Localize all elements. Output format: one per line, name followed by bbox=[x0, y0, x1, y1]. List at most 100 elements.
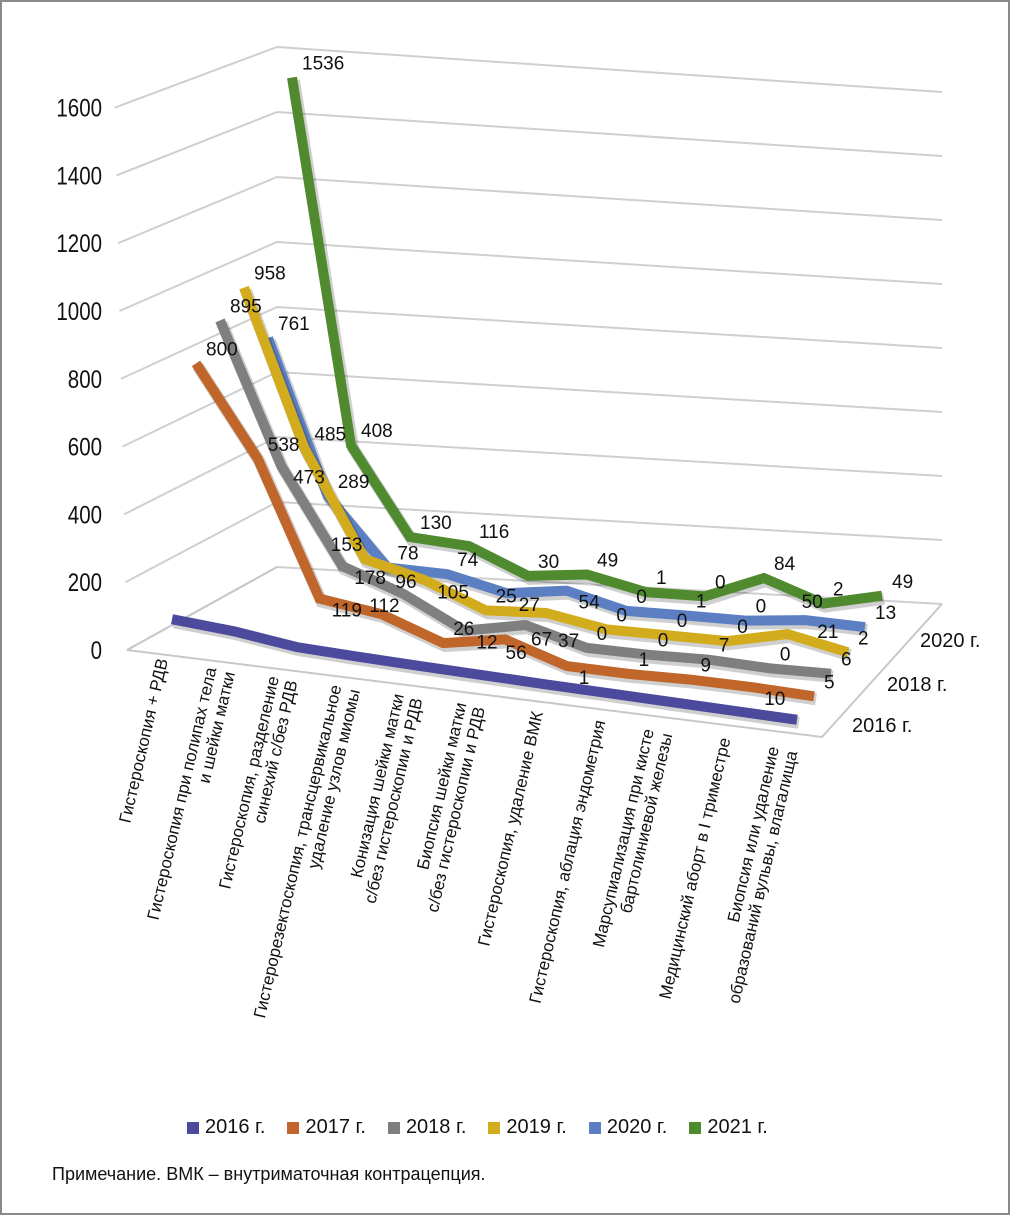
data-label: 0 bbox=[616, 605, 627, 626]
y-tick-label: 400 bbox=[68, 500, 102, 528]
legend-label: 2017 г. bbox=[305, 1116, 366, 1138]
data-label: 958 bbox=[254, 264, 286, 285]
data-label: 9 bbox=[700, 656, 711, 677]
depth-axis-label: 2016 г. bbox=[852, 715, 912, 737]
x-category-label: Марсупиализация при кистебартолиниевой ж… bbox=[589, 727, 676, 953]
gridline bbox=[119, 240, 943, 312]
legend-item: 2017 г. bbox=[287, 1116, 366, 1139]
legend-item: 2021 г. bbox=[689, 1116, 768, 1139]
x-category-label: Гистероскопия + РДВ bbox=[116, 657, 172, 825]
series-line-2016 г. bbox=[171, 614, 798, 725]
data-label: 50 bbox=[802, 592, 823, 613]
x-category-label-line: Медицинский аборт в I триместре bbox=[656, 736, 735, 1001]
data-label: 130 bbox=[420, 513, 452, 534]
data-label: 0 bbox=[780, 644, 791, 665]
data-label: 153 bbox=[331, 535, 363, 556]
data-label: 473 bbox=[293, 468, 325, 489]
legend-item: 2016 г. bbox=[187, 1116, 265, 1139]
data-label: 1 bbox=[656, 568, 667, 589]
data-label: 74 bbox=[457, 550, 479, 571]
depth-axis-label: 2018 г. bbox=[887, 674, 947, 696]
y-tick-label: 1000 bbox=[56, 297, 102, 325]
data-label: 10 bbox=[764, 689, 785, 710]
data-label: 49 bbox=[892, 572, 913, 593]
x-category-label: Медицинский аборт в I триместре bbox=[656, 736, 735, 1001]
footnote: Примечание. ВМК – внутриматочная контрац… bbox=[52, 1164, 486, 1184]
legend-label: 2021 г. bbox=[707, 1116, 768, 1138]
data-label: 2 bbox=[858, 628, 869, 649]
y-tick-label: 200 bbox=[68, 568, 102, 596]
data-label: 12 bbox=[476, 633, 497, 654]
gridline bbox=[117, 175, 943, 245]
data-label: 37 bbox=[558, 631, 579, 652]
series-line-2020 г. bbox=[263, 336, 866, 633]
data-label: 27 bbox=[519, 595, 540, 616]
data-label: 0 bbox=[677, 611, 688, 632]
data-label: 67 bbox=[531, 629, 552, 650]
data-label: 1 bbox=[696, 591, 707, 612]
legend-swatch bbox=[287, 1121, 300, 1134]
y-tick-label: 1200 bbox=[56, 229, 102, 257]
floor-edge bbox=[126, 603, 943, 739]
legend-item: 2018 г. bbox=[387, 1116, 466, 1139]
series-line-2019 г. bbox=[239, 285, 850, 658]
gridline bbox=[120, 305, 943, 380]
data-label: 7 bbox=[719, 636, 730, 657]
data-label: 54 bbox=[579, 593, 601, 614]
series-line-2017 г. bbox=[191, 360, 815, 702]
floor-edge bbox=[126, 566, 278, 651]
x-category-label-line: Гистероскопия + РДВ bbox=[116, 657, 172, 825]
data-label: 289 bbox=[338, 472, 370, 493]
data-label: 1 bbox=[579, 668, 590, 689]
data-label: 1536 bbox=[302, 53, 344, 74]
data-label: 0 bbox=[737, 617, 748, 638]
data-label: 408 bbox=[361, 421, 393, 442]
y-tick-label: 800 bbox=[68, 365, 102, 393]
data-label: 21 bbox=[817, 622, 838, 643]
x-category-label-line: Гистероскопия, удаление ВМК bbox=[474, 709, 547, 948]
data-label: 0 bbox=[715, 572, 726, 593]
data-label: 112 bbox=[369, 596, 399, 617]
data-label: 84 bbox=[774, 554, 796, 575]
data-label: 800 bbox=[206, 339, 238, 360]
data-label: 30 bbox=[538, 552, 559, 573]
legend-label: 2016 г. bbox=[205, 1116, 266, 1138]
y-tick-label: 1600 bbox=[56, 94, 102, 122]
data-label: 0 bbox=[597, 624, 608, 645]
gridline bbox=[116, 110, 943, 177]
legend-swatch bbox=[187, 1121, 199, 1134]
data-label: 13 bbox=[875, 603, 896, 624]
data-label: 5 bbox=[824, 672, 835, 693]
legend-label: 2020 г. bbox=[606, 1116, 668, 1138]
data-label: 96 bbox=[395, 572, 416, 593]
series-line-2021 г. bbox=[287, 76, 883, 609]
data-label: 895 bbox=[230, 296, 262, 317]
data-label: 1 bbox=[639, 650, 650, 671]
x-category-label: Гистероскопия, аблация эндометрия bbox=[526, 718, 610, 1005]
data-label: 26 bbox=[453, 619, 474, 640]
data-label: 178 bbox=[354, 568, 386, 589]
x-category-label-line: Гистероскопия, аблация эндометрия bbox=[526, 718, 610, 1005]
data-label: 761 bbox=[278, 314, 310, 335]
y-tick-label: 600 bbox=[68, 433, 102, 461]
x-category-label: Гистероскопия, удаление ВМК bbox=[474, 709, 547, 948]
series-shadow-2021 г. bbox=[288, 79, 885, 613]
data-label: 56 bbox=[506, 643, 527, 664]
legend-item: 2020 г. bbox=[588, 1116, 668, 1139]
legend-swatch bbox=[588, 1121, 601, 1134]
data-label: 116 bbox=[479, 522, 509, 543]
gridline bbox=[123, 435, 943, 516]
y-tick-label: 0 bbox=[91, 636, 102, 664]
legend: 2016 г. 2017 г. 2018 г. 2019 г. 2020 г. 2021 … bbox=[187, 1116, 768, 1139]
data-label: 2 bbox=[833, 580, 844, 601]
data-label: 6 bbox=[841, 650, 852, 671]
legend-swatch bbox=[689, 1121, 702, 1134]
data-label: 485 bbox=[314, 424, 346, 445]
gridline bbox=[125, 500, 943, 584]
y-tick-label: 1400 bbox=[56, 161, 102, 189]
legend-item: 2019 г. bbox=[488, 1116, 567, 1139]
legend-swatch bbox=[387, 1121, 400, 1134]
data-label: 105 bbox=[437, 582, 469, 603]
